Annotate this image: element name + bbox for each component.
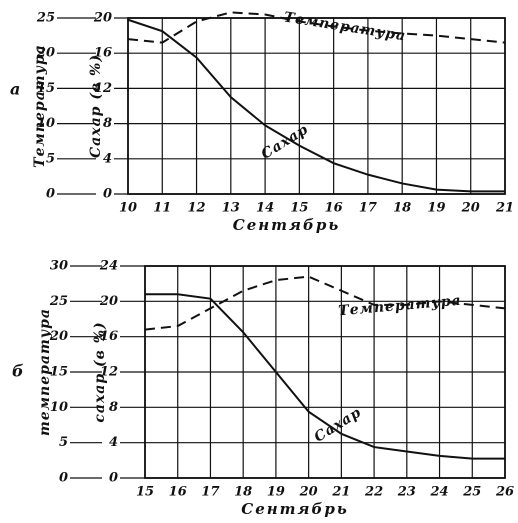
y-tick-label: 5	[46, 151, 55, 166]
x-tick-label: 17	[201, 485, 219, 500]
y2-tick-label: 20	[99, 294, 118, 309]
x-tick-label: 16	[169, 485, 187, 500]
plot-frame	[127, 17, 506, 195]
y2-tick-label: 0	[103, 187, 112, 202]
y2-tick-label: 16	[94, 46, 112, 61]
y-tick-label: 30	[50, 259, 68, 274]
y-axis-title: температура	[37, 308, 53, 436]
x-tick-label: 23	[397, 485, 416, 500]
y2-tick-label: 0	[109, 471, 118, 486]
x-axis-title: Сентябрь	[233, 216, 340, 234]
y2-tick-label: 12	[100, 365, 118, 380]
y-tick-label: 10	[50, 400, 68, 415]
y2-axis-title: сахар (в %)	[92, 321, 108, 422]
x-tick-label: 18	[234, 485, 252, 500]
y-tick-label: 15	[50, 365, 68, 380]
x-tick-label: 19	[267, 485, 285, 500]
y2-tick-label: 16	[100, 329, 118, 344]
plot-frame	[144, 265, 506, 479]
y-tick-label: 20	[49, 329, 68, 344]
x-tick-label: 12	[187, 201, 205, 216]
x-tick-label: 22	[364, 485, 383, 500]
y-tick-label: 25	[36, 11, 55, 26]
x-tick-label: 16	[325, 201, 343, 216]
x-tick-label: 15	[136, 485, 154, 500]
y-axis-title: Температура	[32, 44, 48, 168]
x-tick-label: 15	[290, 201, 308, 216]
x-tick-label: 14	[256, 201, 274, 216]
y2-tick-label: 24	[99, 259, 118, 274]
series-label: Сахар	[259, 121, 312, 162]
y-tick-label: 0	[59, 471, 68, 486]
series-label: Температура	[283, 9, 408, 44]
y2-tick-label: 8	[103, 116, 112, 131]
x-tick-label: 13	[222, 201, 240, 216]
x-tick-label: 18	[393, 201, 411, 216]
x-axis-title: Сентябрь	[241, 500, 348, 518]
x-tick-label: 20	[299, 485, 318, 500]
series-line	[145, 293, 505, 460]
y2-tick-label: 20	[93, 11, 112, 26]
y-tick-label: 25	[49, 294, 68, 309]
x-tick-label: 25	[462, 485, 481, 500]
y2-axis-title: Сахар (в %)	[88, 54, 104, 158]
y2-tick-label: 12	[94, 81, 112, 96]
x-tick-label: 17	[359, 201, 377, 216]
x-tick-label: 21	[495, 201, 514, 216]
x-tick-label: 10	[119, 201, 137, 216]
x-tick-label: 20	[461, 201, 480, 216]
y2-tick-label: 4	[109, 435, 118, 450]
y2-tick-label: 4	[103, 151, 112, 166]
series-line	[144, 275, 506, 331]
x-tick-label: 24	[429, 485, 448, 500]
panel-label: а	[10, 80, 20, 99]
x-tick-label: 11	[153, 201, 171, 216]
x-tick-label: 26	[495, 485, 514, 500]
x-tick-label: 19	[427, 201, 445, 216]
y-tick-label: 0	[46, 187, 55, 202]
series-line	[127, 11, 506, 44]
y-tick-label: 15	[37, 81, 55, 96]
y-tick-label: 5	[59, 435, 68, 450]
y-tick-label: 20	[36, 46, 55, 61]
x-tick-label: 21	[331, 485, 350, 500]
y-tick-label: 10	[37, 116, 55, 131]
series-line	[127, 18, 505, 193]
y2-tick-label: 8	[109, 400, 118, 415]
panel-label: б	[12, 362, 24, 381]
